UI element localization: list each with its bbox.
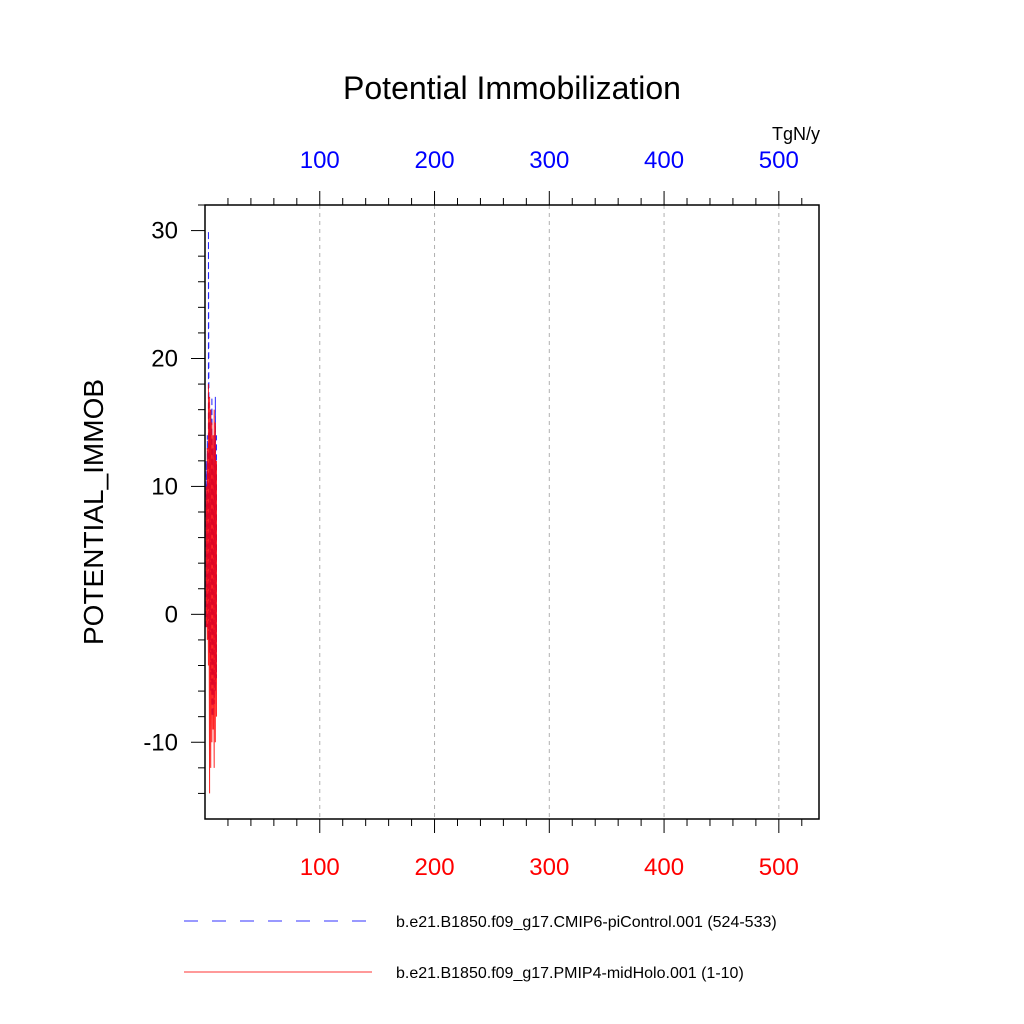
units-label: TgN/y [772,124,820,144]
x-tick-label-bottom: 200 [415,854,455,881]
legend-entry-1: b.e21.B1850.f09_g17.CMIP6-piControl.001 … [396,914,777,931]
y-tick-label: 0 [165,601,178,628]
x-tick-label-top: 200 [415,147,455,174]
chart-title: Potential Immobilization [343,70,681,106]
x-tick-label-bottom: 400 [644,854,684,881]
legend-entry-2: b.e21.B1850.f09_g17.PMIP4-midHolo.001 (1… [396,965,744,982]
y-axis-label: POTENTIAL_IMMOB [78,379,109,645]
x-tick-label-top: 300 [529,147,569,174]
y-tick-label: 30 [151,218,178,245]
legend: b.e21.B1850.f09_g17.CMIP6-piControl.001 … [184,914,777,982]
x-tick-label-bottom: 500 [759,854,799,881]
grid-lines [319,205,780,819]
x-tick-label-top: 100 [300,147,340,174]
y-tick-label: 20 [151,346,178,373]
series-line-2 [205,384,217,794]
x-tick-label-bottom: 100 [300,854,340,881]
y-tick-label: 10 [151,473,178,500]
axis-ticks [191,191,803,833]
series-layer [205,230,217,794]
x-tick-label-bottom: 300 [529,854,569,881]
y-tick-label: -10 [143,729,178,756]
x-tick-label-top: 400 [644,147,684,174]
plot-frame [204,204,820,820]
x-tick-label-top: 500 [759,147,799,174]
